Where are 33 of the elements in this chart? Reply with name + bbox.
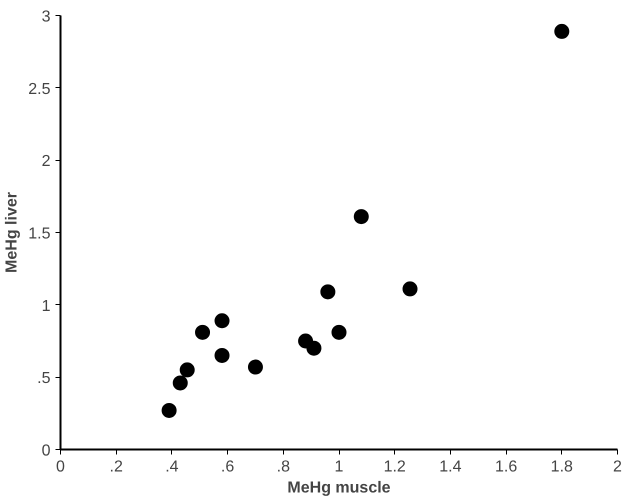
x-tick-label: 1.8 bbox=[550, 458, 574, 476]
y-tick-label: 3 bbox=[42, 8, 51, 26]
x-tick-label: 1.2 bbox=[384, 458, 406, 476]
x-tick-label: 1.4 bbox=[439, 458, 462, 476]
point bbox=[248, 360, 263, 375]
x-tick-label: 1.6 bbox=[494, 458, 518, 476]
x-tick-label: .2 bbox=[110, 458, 123, 476]
x-tick-label: 0 bbox=[56, 458, 66, 476]
point bbox=[320, 284, 336, 300]
point bbox=[180, 362, 195, 378]
x-tick-label: .8 bbox=[276, 458, 290, 476]
point bbox=[554, 24, 570, 39]
point bbox=[306, 340, 322, 356]
point bbox=[195, 324, 210, 340]
point bbox=[402, 281, 418, 296]
point bbox=[162, 402, 177, 418]
point bbox=[214, 313, 230, 328]
x-axis-title: MeHg muscle bbox=[287, 480, 391, 496]
y-tick-label: 2.5 bbox=[28, 80, 51, 98]
y-tick-label: 1.5 bbox=[28, 226, 51, 242]
x-tick-label: 1 bbox=[334, 458, 344, 476]
y-tick-label: 1 bbox=[42, 298, 51, 315]
point bbox=[332, 324, 346, 340]
x-tick-label: .6 bbox=[220, 458, 234, 476]
x-tick-label: 2 bbox=[613, 458, 622, 476]
point bbox=[172, 375, 188, 390]
y-axis-title: MeHg liver bbox=[3, 192, 20, 273]
y-tick-label: .5 bbox=[37, 370, 51, 388]
point bbox=[354, 209, 369, 224]
x-tick-label: .4 bbox=[165, 458, 179, 476]
y-tick-label: 2 bbox=[42, 153, 51, 170]
y-tick-label: 0 bbox=[42, 442, 51, 460]
point bbox=[214, 348, 230, 363]
